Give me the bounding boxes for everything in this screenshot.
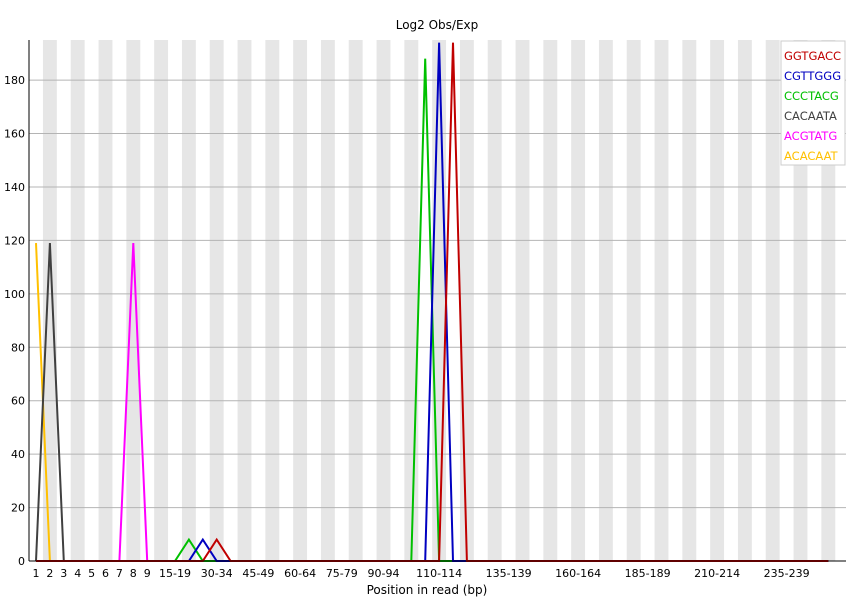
- band-51: [737, 40, 752, 561]
- x-tick-label: 45-49: [242, 567, 274, 580]
- band-57: [821, 40, 836, 561]
- y-tick-label: 0: [18, 555, 25, 568]
- y-tick-label: 120: [4, 234, 25, 247]
- band-5: [98, 40, 113, 561]
- band-43: [626, 40, 641, 561]
- band-29: [432, 40, 447, 561]
- x-tick-label: 110-114: [416, 567, 462, 580]
- x-tick-label: 235-239: [764, 567, 810, 580]
- band-33: [487, 40, 502, 561]
- x-tick-label: 60-64: [284, 567, 316, 580]
- legend-entry: ACACAAT: [784, 149, 839, 163]
- band-9: [154, 40, 169, 561]
- chart-title: Log2 Obs/Exp: [396, 18, 479, 32]
- x-tick-label: 7: [116, 567, 123, 580]
- band-49: [710, 40, 725, 561]
- x-tick-label: 2: [46, 567, 53, 580]
- band-39: [571, 40, 586, 561]
- band-31: [459, 40, 474, 561]
- y-tick-label: 100: [4, 288, 25, 301]
- x-tick-label: 185-189: [625, 567, 671, 580]
- band-17: [265, 40, 280, 561]
- x-tick-label: 9: [144, 567, 151, 580]
- y-tick-label: 140: [4, 181, 25, 194]
- x-axis-label: Position in read (bp): [367, 583, 488, 597]
- y-tick-label: 60: [11, 395, 25, 408]
- legend-box: [780, 40, 846, 166]
- band-23: [348, 40, 363, 561]
- x-tick-label: 3: [60, 567, 67, 580]
- x-tick-label: 5: [88, 567, 95, 580]
- band-11: [181, 40, 196, 561]
- legend: GGTGACC CGTTGGG CCCTACG CACAATA ACGTATG ACACA…: [780, 40, 846, 166]
- x-tick-label: 210-214: [694, 567, 740, 580]
- y-tick-label: 160: [4, 128, 25, 141]
- background-bands: [42, 40, 836, 561]
- x-tick-label: 1: [33, 567, 40, 580]
- x-axis-ticks: 1 2 3 4 5 6 7 8 9 15-19 30-34 45-49 60-64 75-79 90-94 1…: [33, 567, 810, 580]
- band-15: [237, 40, 252, 561]
- band-53: [765, 40, 780, 561]
- y-tick-label: 80: [11, 341, 25, 354]
- legend-entry: ACGTATG: [784, 129, 837, 143]
- x-tick-label: 4: [74, 567, 81, 580]
- x-tick-label: 15-19: [159, 567, 191, 580]
- band-41: [598, 40, 613, 561]
- band-25: [376, 40, 391, 561]
- band-55: [793, 40, 808, 561]
- x-tick-label: 6: [102, 567, 109, 580]
- legend-entry: CACAATA: [784, 109, 837, 123]
- x-tick-label: 30-34: [201, 567, 233, 580]
- band-1: [42, 40, 57, 561]
- band-13: [209, 40, 224, 561]
- y-tick-label: 180: [4, 74, 25, 87]
- legend-entry: CGTTGGG: [784, 69, 841, 83]
- band-35: [515, 40, 530, 561]
- legend-entry: GGTGACC: [784, 49, 841, 63]
- band-19: [293, 40, 308, 561]
- band-7: [126, 40, 141, 561]
- band-45: [654, 40, 669, 561]
- x-tick-label: 135-139: [486, 567, 532, 580]
- band-37: [543, 40, 558, 561]
- legend-entry: CCCTACG: [784, 89, 839, 103]
- y-tick-label: 20: [11, 502, 25, 515]
- x-tick-label: 8: [130, 567, 137, 580]
- band-27: [404, 40, 419, 561]
- x-tick-label: 90-94: [368, 567, 400, 580]
- band-47: [682, 40, 697, 561]
- band-3: [70, 40, 85, 561]
- y-axis-ticks: 0 20 40 60 80 100 120 140 160 180: [4, 74, 25, 568]
- x-tick-label: 75-79: [326, 567, 358, 580]
- x-tick-label: 160-164: [555, 567, 601, 580]
- band-21: [320, 40, 335, 561]
- y-tick-label: 40: [11, 448, 25, 461]
